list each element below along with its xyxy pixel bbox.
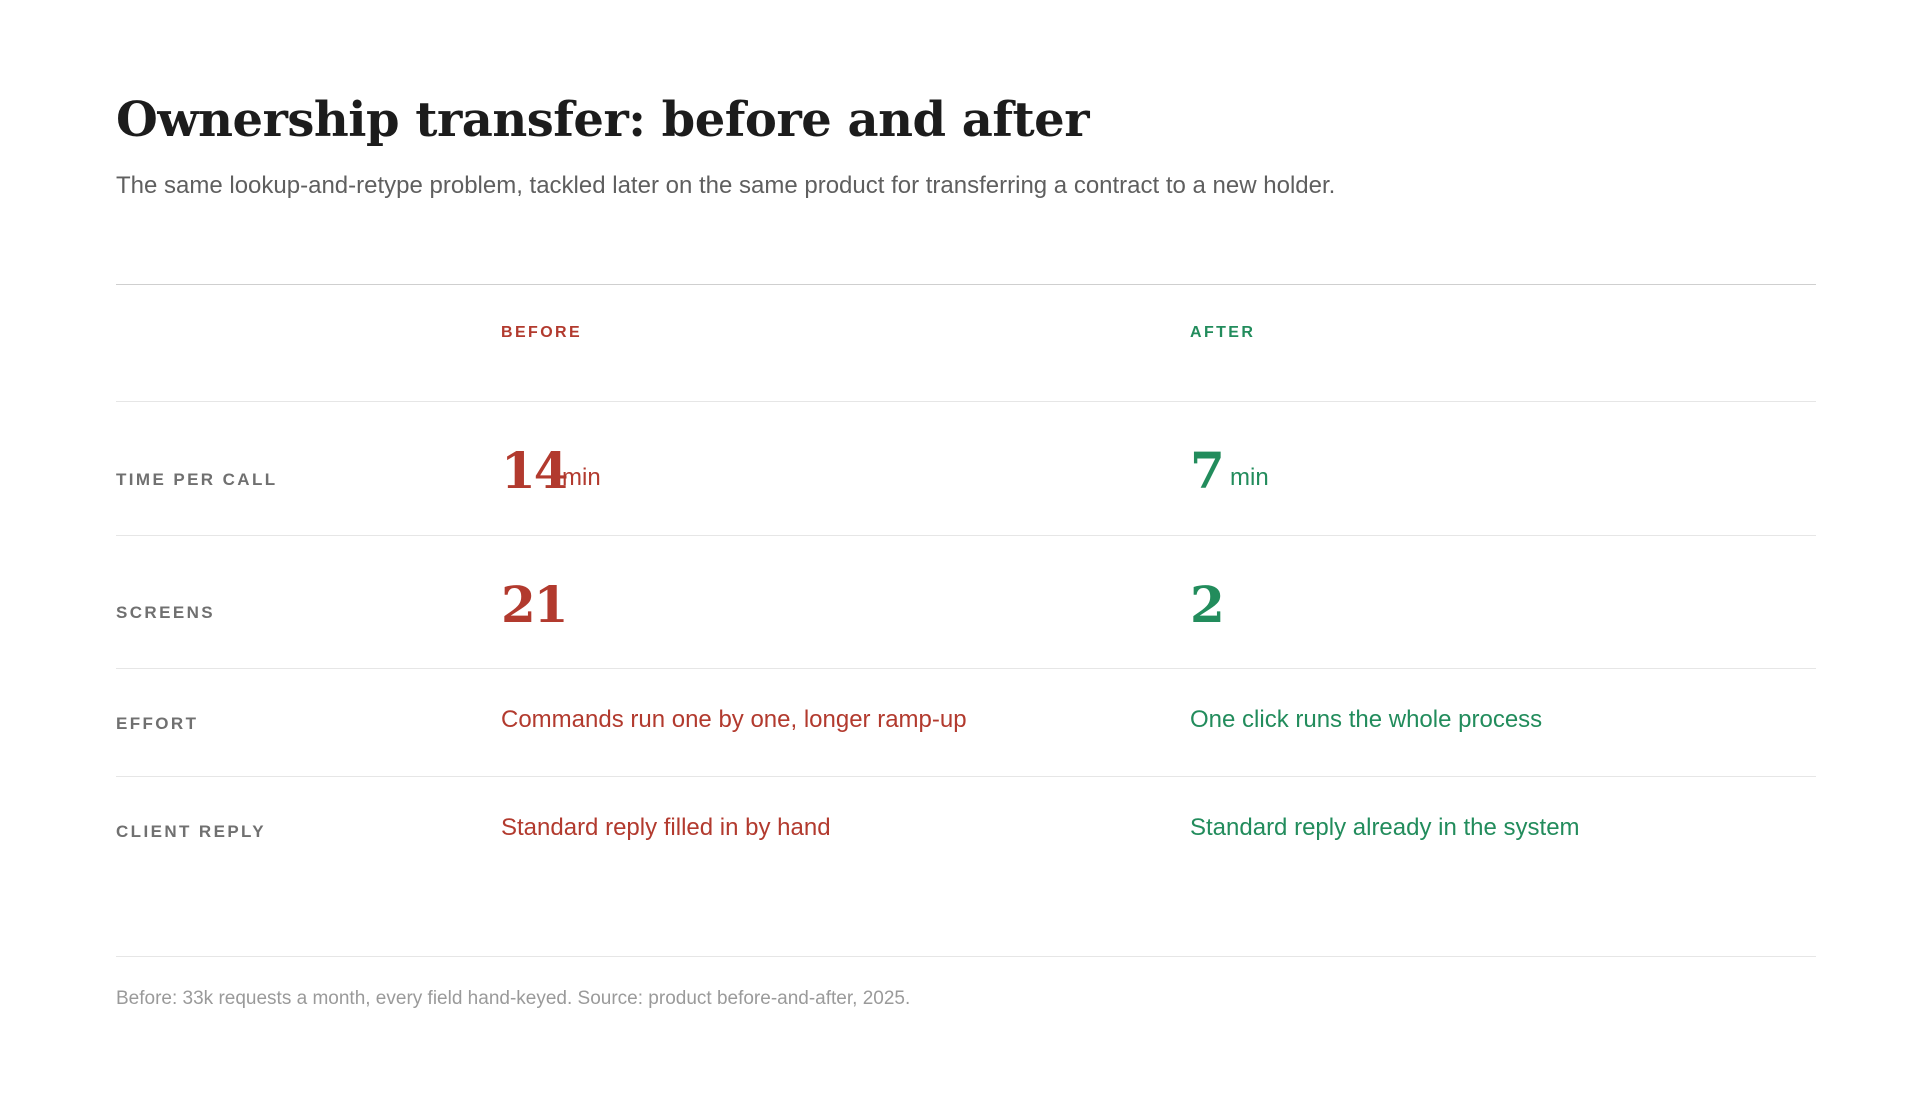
screens-after-value: 2	[1190, 575, 1225, 634]
time-per-call-before-value: 14	[501, 441, 569, 500]
table-top-divider	[116, 284, 1816, 285]
client-reply-before-text: Standard reply filled in by hand	[501, 814, 831, 841]
row-divider	[116, 668, 1816, 669]
header-row-divider	[116, 401, 1816, 402]
effort-before-text: Commands run one by one, longer ramp-up	[501, 706, 967, 733]
time-per-call-after-value: 7	[1190, 441, 1225, 500]
row-label-screens: SCREENS	[116, 603, 215, 622]
row-divider	[116, 535, 1816, 536]
time-per-call-after-unit: min	[1230, 464, 1269, 491]
screens-before-value: 21	[501, 575, 569, 634]
row-label-client-reply: CLIENT REPLY	[116, 822, 267, 841]
row-label-time-per-call: TIME PER CALL	[116, 470, 278, 489]
client-reply-after-text: Standard reply already in the system	[1190, 814, 1580, 841]
effort-after-text: One click runs the whole process	[1190, 706, 1543, 733]
footnote: Before: 33k requests a month, every fiel…	[116, 988, 911, 1009]
page-subtitle: The same lookup-and-retype problem, tack…	[116, 172, 1336, 199]
row-label-effort: EFFORT	[116, 714, 199, 733]
column-header-after: AFTER	[1190, 324, 1256, 341]
column-header-before: BEFORE	[501, 324, 583, 341]
page-title: Ownership transfer: before and after	[116, 92, 1090, 148]
row-divider	[116, 776, 1816, 777]
time-per-call-before-unit: min	[562, 464, 601, 491]
footnote-divider	[116, 956, 1816, 957]
